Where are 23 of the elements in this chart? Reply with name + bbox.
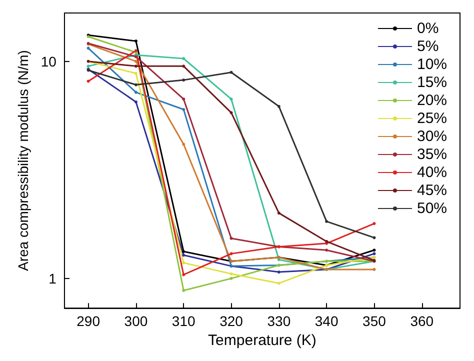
x-tick-label: 320 — [220, 313, 244, 330]
x-tick-label: 360 — [410, 313, 434, 330]
legend-label: 10% — [416, 56, 448, 73]
legend-label: 45% — [416, 182, 448, 199]
x-tick-label: 330 — [267, 313, 291, 330]
legend-label: 0% — [416, 20, 439, 37]
x-tick-label: 300 — [124, 313, 148, 330]
legend-label: 50% — [416, 200, 448, 217]
legend-label: 15% — [416, 74, 448, 91]
x-tick-label: 340 — [314, 313, 338, 330]
legend-label: 40% — [416, 164, 448, 181]
y-tick-label: 1 — [48, 270, 57, 286]
legend-label: 35% — [416, 146, 448, 163]
x-tick-label: 290 — [76, 313, 100, 330]
y-tick-label: 10 — [40, 53, 57, 70]
legend-label: 20% — [416, 92, 448, 109]
y-axis-title: Area compressibility modulus (N/m) — [15, 50, 31, 272]
legend-label: 25% — [416, 110, 448, 127]
legend-label: 5% — [416, 38, 439, 55]
x-tick-label: 350 — [362, 313, 386, 330]
x-axis-title: Temperature (K) — [208, 332, 316, 349]
x-tick-label: 310 — [172, 313, 196, 330]
legend-label: 30% — [416, 128, 448, 145]
